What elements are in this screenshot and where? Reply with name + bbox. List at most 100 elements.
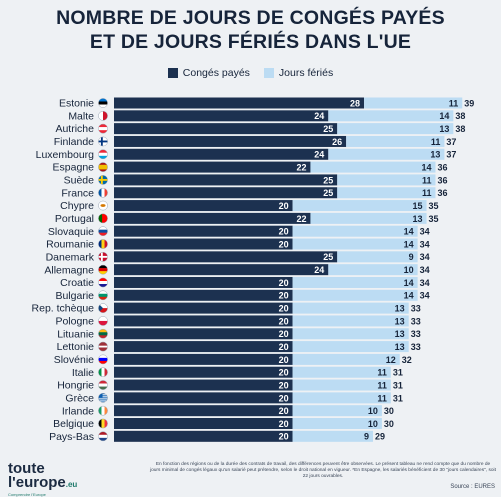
- bar-paid-leave: [114, 328, 293, 340]
- data-label-public-holidays: 14: [421, 163, 431, 173]
- bar-public-holidays: [292, 315, 409, 327]
- data-label-public-holidays: 11: [377, 393, 387, 403]
- greece-flag: [98, 393, 108, 403]
- category-label: Pays-Bas: [49, 431, 94, 443]
- bar-paid-leave: [114, 418, 293, 429]
- data-label-total: 30: [384, 419, 394, 429]
- bar-paid-leave: [114, 353, 293, 365]
- lithuania-flag: [98, 328, 108, 339]
- data-label-total: 34: [420, 252, 430, 262]
- bar-paid-leave: [114, 135, 347, 147]
- category-label: Malte: [68, 110, 94, 122]
- bar-public-holidays: [292, 200, 427, 212]
- category-label: Roumanie: [46, 239, 94, 251]
- bar-paid-leave: [114, 187, 338, 199]
- sweden-flag: [98, 175, 108, 185]
- category-label: Estonie: [59, 98, 94, 110]
- bar-paid-leave: [114, 200, 293, 212]
- data-label-paid-leave: 20: [279, 239, 289, 249]
- bar-paid-leave: [114, 430, 293, 442]
- data-label-paid-leave: 20: [279, 393, 289, 403]
- data-label-paid-leave: 20: [279, 304, 289, 314]
- legend-item-public-holidays: Jours fériés: [263, 67, 333, 79]
- data-label-paid-leave: 22: [296, 163, 306, 173]
- data-label-public-holidays: 14: [404, 239, 414, 249]
- data-label-total: 36: [437, 175, 447, 185]
- latvia-flag: [98, 341, 108, 352]
- bar-public-holidays: [337, 174, 436, 186]
- stacked-bar-chart: Estonie 28 11 39 Malte 24 14 38 Autriche 25 13 38 Fi…: [32, 97, 474, 443]
- brand-name: l'europe: [8, 474, 66, 491]
- data-label-paid-leave: 20: [279, 342, 289, 352]
- data-label-public-holidays: 13: [395, 342, 405, 352]
- legend-item-paid-leave: Congés payés: [167, 67, 250, 79]
- bar-paid-leave: [114, 97, 365, 109]
- data-label-public-holidays: 15: [413, 201, 423, 211]
- bar-public-holidays: [292, 328, 409, 340]
- ireland-flag: [98, 405, 108, 416]
- bar-paid-leave: [114, 315, 293, 327]
- romania-flag: [98, 239, 108, 249]
- data-label-total: 37: [446, 137, 456, 147]
- data-label-total: 37: [446, 150, 456, 160]
- bar-paid-leave: [114, 289, 293, 301]
- category-label: Croatie: [60, 277, 94, 289]
- bar-public-holidays: [328, 264, 418, 276]
- data-label-paid-leave: 25: [323, 252, 333, 262]
- category-label: Slovaquie: [48, 226, 94, 238]
- bar-public-holidays: [337, 251, 418, 263]
- category-label: Portugal: [55, 213, 94, 225]
- bar-paid-leave: [114, 302, 293, 314]
- data-label-total: 33: [411, 329, 421, 339]
- data-label-total: 30: [384, 406, 394, 416]
- title-line-2: ET DE JOURS FÉRIÉS DANS L'UE: [89, 31, 412, 53]
- brand-suffix: .eu: [65, 480, 78, 489]
- bar-paid-leave: [114, 161, 311, 173]
- bar-public-holidays: [292, 238, 418, 250]
- data-label-paid-leave: 25: [323, 188, 333, 198]
- bulgaria-flag: [98, 290, 108, 301]
- bar-paid-leave: [114, 251, 338, 263]
- data-label-public-holidays: 9: [409, 252, 414, 262]
- bar-public-holidays: [292, 302, 409, 314]
- data-label-paid-leave: 24: [314, 111, 324, 121]
- bar-public-holidays: [337, 123, 454, 135]
- bar-paid-leave: [114, 225, 293, 237]
- netherlands-flag: [98, 431, 108, 442]
- brand-line-2: l'europe.eu: [8, 474, 78, 492]
- data-label-paid-leave: 24: [314, 265, 324, 275]
- category-label: Rep. tchèque: [32, 303, 95, 315]
- data-label-paid-leave: 20: [279, 316, 289, 326]
- data-label-total: 31: [393, 393, 403, 403]
- bar-paid-leave: [114, 276, 293, 288]
- category-label: Allemagne: [44, 264, 94, 276]
- data-label-paid-leave: 20: [279, 278, 289, 288]
- data-label-total: 38: [455, 111, 465, 121]
- bar-public-holidays: [292, 225, 418, 237]
- data-label-total: 33: [411, 304, 421, 314]
- category-label: Suède: [64, 175, 95, 187]
- italy-flag: [98, 367, 108, 378]
- data-label-total: 33: [411, 342, 421, 352]
- category-label: Belgique: [53, 418, 94, 430]
- data-label-public-holidays: 12: [386, 355, 396, 365]
- source-note: Source : EURES: [450, 484, 495, 490]
- spain-flag: [98, 162, 108, 172]
- data-label-total: 36: [437, 188, 447, 198]
- legend: Congés payés Jours fériés: [0, 67, 501, 79]
- data-label-paid-leave: 20: [279, 432, 289, 442]
- data-label-public-holidays: 11: [422, 188, 432, 198]
- bar-paid-leave: [114, 110, 329, 122]
- bar-public-holidays: [346, 135, 445, 147]
- data-label-total: 34: [420, 278, 430, 288]
- data-label-total: 35: [429, 201, 439, 211]
- data-label-public-holidays: 14: [404, 227, 414, 237]
- finland-flag: [98, 136, 108, 147]
- bar-public-holidays: [310, 161, 436, 173]
- data-label-public-holidays: 11: [422, 175, 432, 185]
- bar-public-holidays: [364, 97, 463, 109]
- category-label: Irlande: [62, 405, 94, 417]
- data-label-public-holidays: 14: [439, 111, 449, 121]
- data-label-public-holidays: 13: [439, 124, 449, 134]
- bar-paid-leave: [114, 264, 329, 276]
